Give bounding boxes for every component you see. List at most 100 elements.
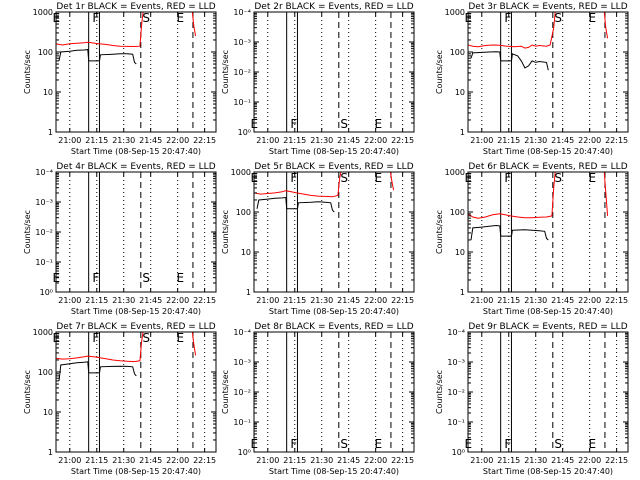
plot-area [481,332,618,452]
y-tick-label: 1 [246,288,251,297]
interval-marker: E [589,171,597,185]
y-tick-label: 10⁻² [233,68,251,77]
y-tick-label: 100 [236,208,251,217]
panel-title: Det 6r BLACK = Events, RED = LLD [468,162,627,172]
x-tick-label: 21:00 [470,456,493,465]
interval-marker: S [340,171,348,185]
x-tick-label: 21:30 [112,456,135,465]
y-tick-label: 10 [455,248,465,257]
lld-series-line [468,172,609,219]
interval-marker: F [504,437,511,451]
interval-marker: E [177,331,185,345]
interval-marker: F [92,11,99,25]
x-tick-label: 22:15 [391,136,414,145]
y-axis-label: Counts/sec [23,50,32,94]
plot-frame [55,11,217,133]
y-tick-label: 10⁻² [233,388,251,397]
x-tick-label: 21:45 [551,296,574,305]
y-tick-label: 100 [450,48,465,57]
y-tick-label: 10⁻¹ [233,98,251,107]
interval-marker: S [142,271,150,285]
plot-area [267,12,404,132]
interval-marker: S [142,331,150,345]
x-tick-label: 21:30 [310,136,333,145]
interval-marker: F [504,11,511,25]
x-tick-label: 21:45 [139,296,162,305]
x-tick-label: 21:30 [310,456,333,465]
plot-frame [467,171,629,293]
y-tick-label: 10⁰ [40,288,53,297]
plot-frame [55,171,217,293]
y-tick-label: 10 [241,248,251,257]
x-tick-label: 21:00 [470,296,493,305]
interval-marker: S [554,11,562,25]
x-tick-label: 21:00 [256,456,279,465]
y-axis-label: Counts/sec [435,210,444,254]
events-series-line [58,49,137,65]
panel-title: Det 1r BLACK = Events, RED = LLD [56,2,215,12]
x-tick-label: 21:45 [337,296,360,305]
panel-title: Det 4r BLACK = Events, RED = LLD [56,162,215,172]
interval-marker: E [589,11,597,25]
y-tick-label: 10⁰ [452,448,465,457]
x-tick-label: 21:15 [85,456,108,465]
y-tick-label: 10⁻² [35,228,53,237]
x-tick-label: 21:15 [85,296,108,305]
x-axis-label: Start Time (08-Sep-15 20:47:40) [483,147,613,156]
x-tick-label: 21:00 [58,136,81,145]
y-tick-label: 10⁻² [447,388,465,397]
x-tick-label: 22:15 [193,136,216,145]
x-tick-label: 21:45 [551,456,574,465]
y-tick-label: 1 [48,448,53,457]
x-tick-label: 21:00 [58,296,81,305]
interval-marker: E [177,271,185,285]
interval-marker: E [375,117,383,131]
x-tick-label: 21:30 [112,136,135,145]
plot-area [468,12,618,132]
y-axis-label: Counts/sec [221,50,230,94]
plot-area [267,332,404,452]
x-tick-label: 22:00 [166,136,189,145]
x-tick-label: 21:00 [58,456,81,465]
y-axis-label: Counts/sec [23,210,32,254]
x-tick-label: 21:30 [524,456,547,465]
x-tick-label: 21:45 [551,136,574,145]
plot-area [56,332,206,452]
x-tick-label: 22:00 [364,296,387,305]
interval-marker: E [375,171,383,185]
x-tick-label: 21:45 [139,456,162,465]
interval-marker: F [290,437,297,451]
x-axis-label: Start Time (08-Sep-15 20:47:40) [483,307,613,316]
y-tick-label: 1000 [33,328,53,337]
x-axis-label: Start Time (08-Sep-15 20:47:40) [269,147,399,156]
x-tick-label: 22:00 [578,136,601,145]
y-tick-label: 10⁻³ [35,198,53,207]
y-axis-label: Counts/sec [435,50,444,94]
x-tick-label: 22:00 [364,456,387,465]
y-axis-label: Counts/sec [435,370,444,414]
lld-series-line [56,332,197,363]
x-tick-label: 22:00 [578,456,601,465]
interval-marker: E [177,11,185,25]
y-tick-label: 100 [38,368,53,377]
panel-title: Det 7r BLACK = Events, RED = LLD [56,322,215,332]
x-tick-label: 21:15 [497,136,520,145]
y-axis-label: Counts/sec [23,370,32,414]
x-tick-label: 21:45 [337,136,360,145]
y-tick-label: 1000 [231,168,251,177]
y-axis-label: Counts/sec [221,210,230,254]
x-tick-label: 21:30 [310,296,333,305]
x-tick-label: 21:30 [524,136,547,145]
y-tick-label: 10⁻¹ [233,418,251,427]
y-tick-label: 10⁻³ [447,358,465,367]
x-tick-label: 21:00 [256,136,279,145]
y-tick-label: 100 [450,208,465,217]
y-tick-label: 10⁻⁴ [233,8,251,17]
x-tick-label: 22:15 [605,136,628,145]
interval-marker: E [589,437,597,451]
panel-title: Det 8r BLACK = Events, RED = LLD [254,322,413,332]
plot-frame [467,11,629,133]
